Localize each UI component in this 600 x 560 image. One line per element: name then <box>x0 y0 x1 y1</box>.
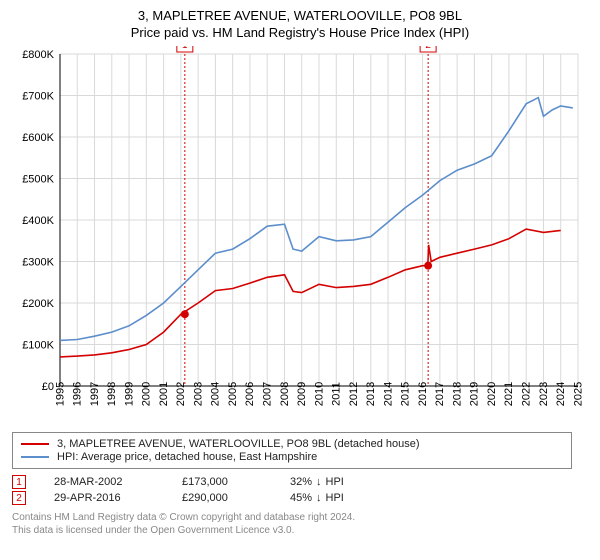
svg-text:1999: 1999 <box>123 382 135 406</box>
legend-box: 3, MAPLETREE AVENUE, WATERLOOVILLE, PO8 … <box>12 432 572 469</box>
svg-text:£200K: £200K <box>22 298 54 310</box>
sale-row: 1 28-MAR-2002 £173,000 32%↓HPI <box>12 475 572 489</box>
svg-text:£800K: £800K <box>22 49 54 61</box>
svg-text:2024: 2024 <box>555 382 567 406</box>
svg-text:2010: 2010 <box>313 382 325 406</box>
svg-text:2019: 2019 <box>469 382 481 406</box>
svg-text:2025: 2025 <box>572 382 584 406</box>
sale-pct: 45%↓HPI <box>290 492 410 504</box>
svg-text:1998: 1998 <box>106 382 118 406</box>
svg-text:1: 1 <box>182 46 188 51</box>
svg-text:2007: 2007 <box>262 382 274 406</box>
sale-date: 29-APR-2016 <box>54 492 154 504</box>
sale-marker: 2 <box>12 491 26 505</box>
legend-label: HPI: Average price, detached house, East… <box>57 451 317 463</box>
svg-text:2013: 2013 <box>365 382 377 406</box>
arrow-down-icon: ↓ <box>316 476 322 488</box>
svg-text:2002: 2002 <box>175 382 187 406</box>
svg-text:2001: 2001 <box>158 382 170 406</box>
svg-text:2017: 2017 <box>434 382 446 406</box>
svg-text:2016: 2016 <box>417 382 429 406</box>
chart-container: { "title": "3, MAPLETREE AVENUE, WATERLO… <box>0 0 600 543</box>
sale-price: £290,000 <box>182 492 262 504</box>
svg-text:2003: 2003 <box>192 382 204 406</box>
svg-text:2006: 2006 <box>244 382 256 406</box>
svg-text:2014: 2014 <box>382 382 394 406</box>
svg-text:2005: 2005 <box>227 382 239 406</box>
footnote-line2: This data is licensed under the Open Gov… <box>12 525 294 536</box>
svg-text:1997: 1997 <box>89 382 101 406</box>
sale-pct: 32%↓HPI <box>290 476 410 488</box>
svg-text:2023: 2023 <box>538 382 550 406</box>
sale-marker: 1 <box>12 475 26 489</box>
svg-text:2000: 2000 <box>141 382 153 406</box>
legend-swatch <box>21 443 49 445</box>
svg-text:2022: 2022 <box>521 382 533 406</box>
footnote-line1: Contains HM Land Registry data © Crown c… <box>12 512 355 523</box>
chart-subtitle: Price paid vs. HM Land Registry's House … <box>12 25 588 40</box>
svg-text:£100K: £100K <box>22 340 54 352</box>
legend-swatch <box>21 456 49 458</box>
legend-label: 3, MAPLETREE AVENUE, WATERLOOVILLE, PO8 … <box>57 438 420 450</box>
svg-text:£0: £0 <box>42 381 54 393</box>
svg-text:2004: 2004 <box>210 382 222 406</box>
svg-text:2012: 2012 <box>348 382 360 406</box>
svg-text:2020: 2020 <box>486 382 498 406</box>
svg-text:1996: 1996 <box>72 382 84 406</box>
sales-table: 1 28-MAR-2002 £173,000 32%↓HPI 2 29-APR-2016 £… <box>12 475 572 505</box>
line-chart-svg: £0 £100K £200K £300K £400K £500K £600K £700K £80… <box>12 46 588 426</box>
svg-text:£700K: £700K <box>22 91 54 103</box>
footnote: Contains HM Land Registry data © Crown c… <box>12 511 588 537</box>
sale-row: 2 29-APR-2016 £290,000 45%↓HPI <box>12 491 572 505</box>
svg-text:£300K: £300K <box>22 257 54 269</box>
sale-price: £173,000 <box>182 476 262 488</box>
sale-date: 28-MAR-2002 <box>54 476 154 488</box>
legend-row: HPI: Average price, detached house, East… <box>21 451 563 463</box>
svg-text:2018: 2018 <box>451 382 463 406</box>
arrow-down-icon: ↓ <box>316 492 322 504</box>
svg-text:2009: 2009 <box>296 382 308 406</box>
svg-text:£500K: £500K <box>22 174 54 186</box>
svg-text:2: 2 <box>425 46 431 51</box>
svg-text:2008: 2008 <box>279 382 291 406</box>
svg-text:£400K: £400K <box>22 215 54 227</box>
chart-area: £0 £100K £200K £300K £400K £500K £600K £700K £80… <box>12 46 588 426</box>
svg-text:2021: 2021 <box>503 382 515 406</box>
chart-title: 3, MAPLETREE AVENUE, WATERLOOVILLE, PO8 … <box>12 8 588 23</box>
legend-row: 3, MAPLETREE AVENUE, WATERLOOVILLE, PO8 … <box>21 438 563 450</box>
svg-text:2015: 2015 <box>400 382 412 406</box>
svg-text:£600K: £600K <box>22 132 54 144</box>
